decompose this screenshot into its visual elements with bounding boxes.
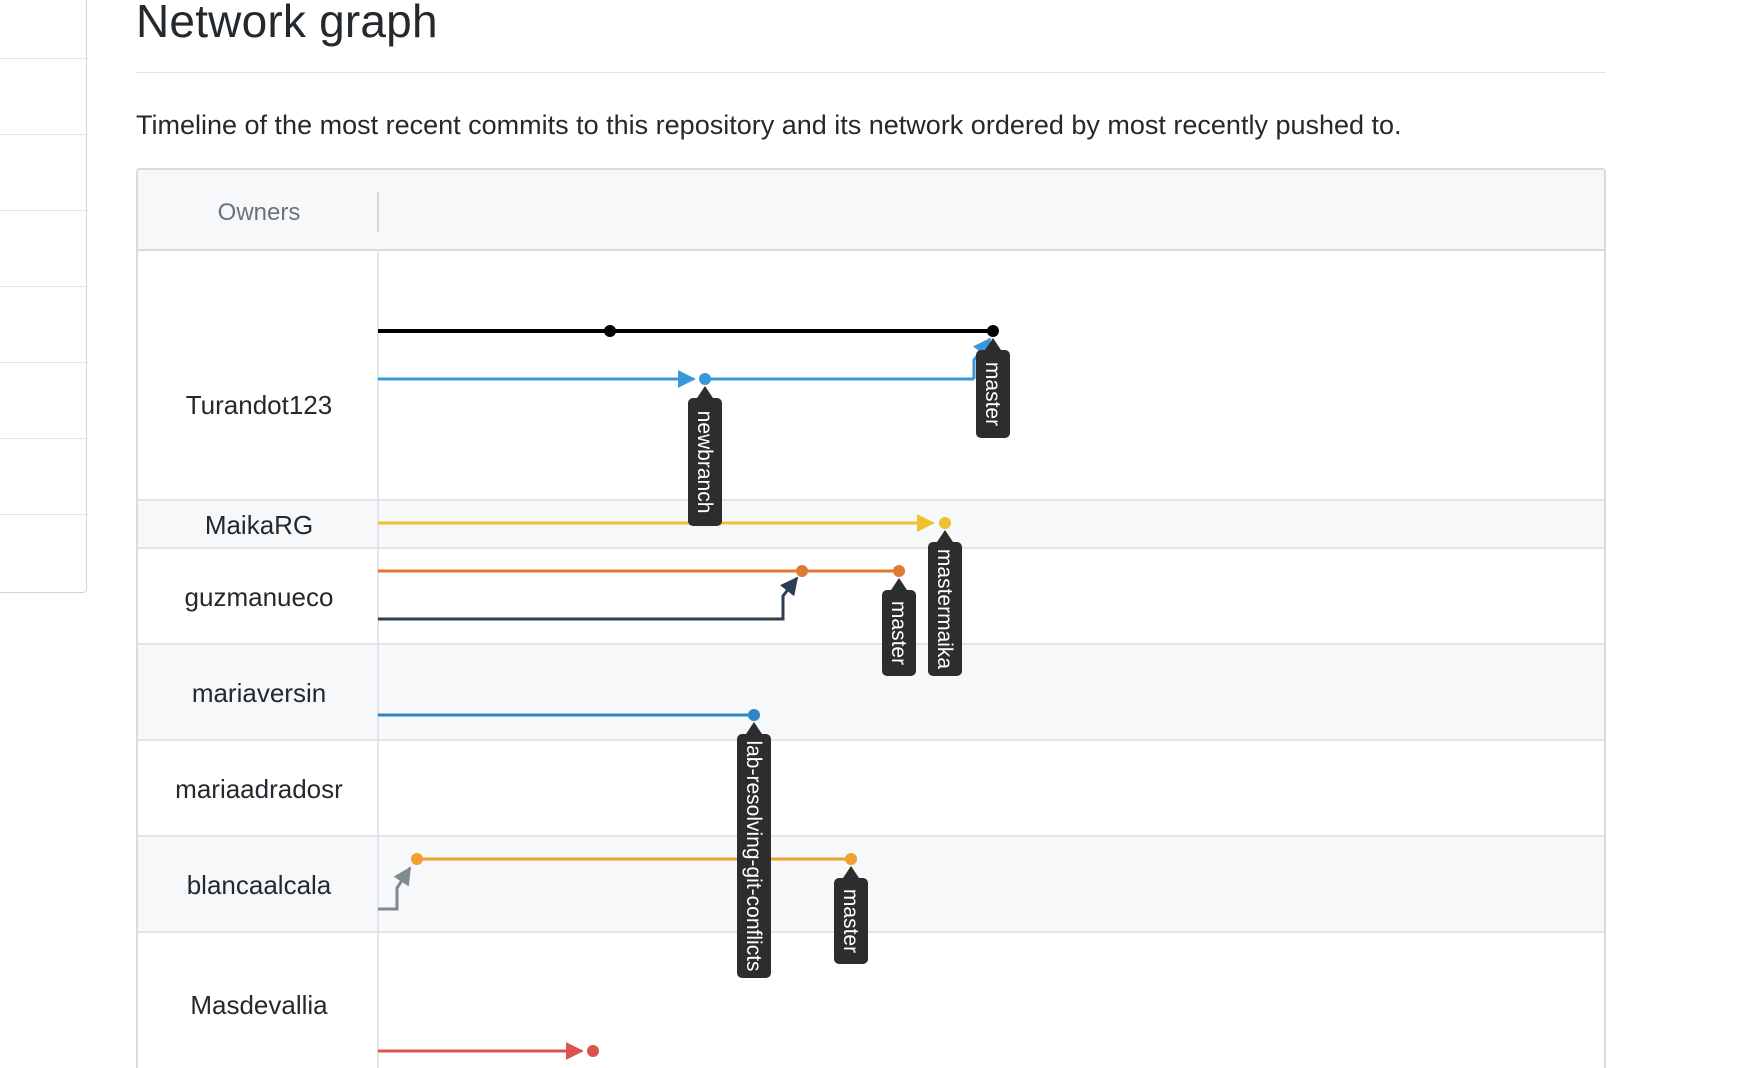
branch-tag-label: master bbox=[887, 601, 910, 665]
owner-name[interactable]: blancaalcala bbox=[187, 870, 332, 900]
page-description: Timeline of the most recent commits to t… bbox=[136, 110, 1402, 140]
branch-tag bbox=[928, 542, 962, 676]
branch-tag-lab-resolving-git-conflicts[interactable]: lab-resolving-git-conflicts bbox=[737, 722, 771, 978]
branch-tag-pointer bbox=[746, 722, 762, 734]
branch-tag bbox=[737, 734, 771, 978]
branch-tag bbox=[882, 590, 916, 676]
sidebar-panel bbox=[0, 0, 88, 593]
branch-tag-master[interactable]: master bbox=[976, 338, 1010, 438]
merge-arrow bbox=[972, 337, 992, 379]
branch-tag-pointer bbox=[937, 530, 953, 542]
owner-name[interactable]: guzmanueco bbox=[185, 582, 334, 612]
branch-tag bbox=[976, 350, 1010, 438]
branch-tag bbox=[688, 398, 722, 526]
branch-tag-pointer bbox=[985, 338, 1001, 350]
graph-header bbox=[138, 170, 1604, 250]
branch-tag-master[interactable]: master bbox=[882, 578, 916, 676]
commit-dot[interactable] bbox=[604, 325, 616, 337]
branch-tag-label: newbranch bbox=[693, 411, 716, 514]
sidebar-divider bbox=[0, 210, 88, 211]
commit-dot[interactable] bbox=[587, 1045, 599, 1057]
sidebar-divider bbox=[0, 362, 88, 363]
sidebar-divider bbox=[0, 514, 88, 515]
branch-tag-label: mastermaika bbox=[933, 549, 956, 670]
commit-dot[interactable] bbox=[699, 373, 711, 385]
sidebar-divider bbox=[0, 58, 88, 59]
merge-arrow bbox=[378, 866, 412, 911]
network-graph[interactable]: Owners Turandot123 MaikaRG guzmanueco ma… bbox=[136, 168, 1606, 1068]
branch-tag bbox=[834, 878, 868, 964]
network-graph-canvas[interactable]: Owners Turandot123 MaikaRG guzmanueco ma… bbox=[138, 170, 1606, 1068]
merge-arrow bbox=[378, 576, 799, 621]
sidebar-divider bbox=[0, 438, 88, 439]
owners-header: Owners bbox=[218, 199, 301, 226]
commit-dot[interactable] bbox=[411, 853, 423, 865]
branch-tag-newbranch[interactable]: newbranch bbox=[688, 386, 722, 526]
branch-tag-label: master bbox=[839, 889, 862, 953]
branch-tags: newbranch master mastermaika master bbox=[688, 338, 1010, 978]
owner-row-band bbox=[138, 836, 1604, 932]
owner-name[interactable]: mariaadradosr bbox=[175, 774, 343, 804]
branch-tag-label: lab-resolving-git-conflicts bbox=[742, 740, 765, 971]
commit-dot[interactable] bbox=[893, 565, 905, 577]
branch-tag-master[interactable]: master bbox=[834, 866, 868, 964]
branch-tag-pointer bbox=[891, 578, 907, 590]
branch-tag-mastermaika[interactable]: mastermaika bbox=[928, 530, 962, 676]
owner-names: Turandot123 MaikaRG guzmanueco mariavers… bbox=[175, 390, 343, 1020]
owner-rows bbox=[138, 250, 1604, 1068]
owner-name[interactable]: Turandot123 bbox=[186, 390, 332, 420]
sidebar-divider bbox=[0, 286, 88, 287]
commit-dot[interactable] bbox=[939, 517, 951, 529]
sidebar-divider bbox=[0, 134, 88, 135]
commit-dot[interactable] bbox=[845, 853, 857, 865]
branch-tag-pointer bbox=[843, 866, 859, 878]
title-divider bbox=[136, 72, 1606, 73]
owner-name[interactable]: MaikaRG bbox=[205, 510, 313, 540]
branch-tag-label: master bbox=[981, 362, 1004, 426]
commit-dot[interactable] bbox=[987, 325, 999, 337]
owner-name[interactable]: Masdevallia bbox=[190, 990, 328, 1020]
commit-dot[interactable] bbox=[748, 709, 760, 721]
page-title: Network graph bbox=[136, 0, 438, 47]
commit-dot[interactable] bbox=[796, 565, 808, 577]
owner-row-band bbox=[138, 644, 1604, 740]
owner-name[interactable]: mariaversin bbox=[192, 678, 326, 708]
branch-tag-pointer bbox=[697, 386, 713, 398]
